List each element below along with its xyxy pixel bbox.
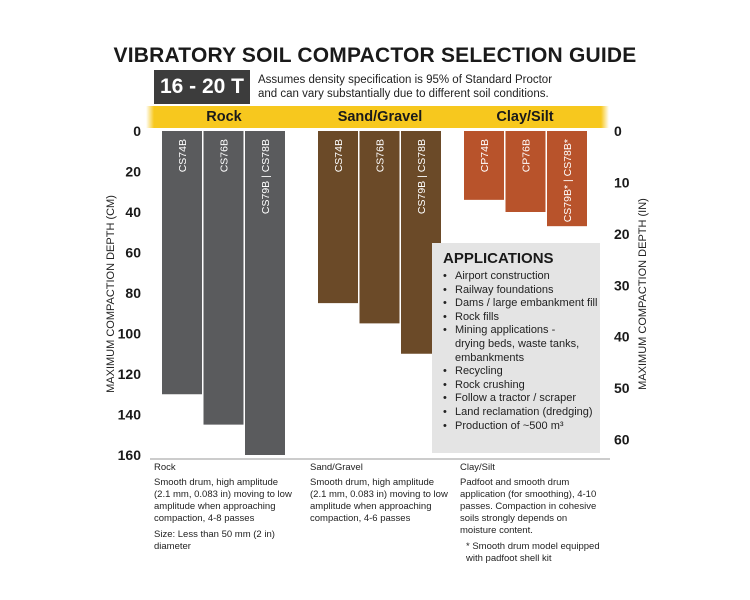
applications-list: Airport construction Railway foundations…: [443, 270, 597, 433]
application-item: Mining applications -: [443, 324, 597, 338]
left-tick-label: 100: [118, 326, 142, 342]
bar-rock-3: [245, 131, 285, 455]
rock-description-body: Smooth drum, high amplitude (2.1 mm, 0.0…: [154, 477, 292, 524]
application-item: Follow a tractor / scraper: [443, 392, 597, 406]
application-item: Land reclamation (dredging): [443, 406, 597, 420]
page-title: VIBRATORY SOIL COMPACTOR SELECTION GUIDE: [113, 44, 637, 67]
density-note-line-1: Assumes density specification is 95% of …: [258, 74, 553, 86]
right-tick-label: 30: [614, 277, 630, 293]
application-item: Production of ~500 m³: [443, 420, 597, 434]
bar-label: CS79B* | CS78B*: [562, 139, 574, 222]
applications-title: APPLICATIONS: [443, 250, 554, 267]
application-item: Railway foundations: [443, 284, 597, 298]
application-item: Rock fills: [443, 311, 597, 325]
bar-clay-silt-3: [547, 131, 587, 227]
clay-silt-description-body: Padfoot and smooth drum application (for…: [460, 477, 597, 536]
application-item-continued: drying beds, waste tanks,: [455, 337, 580, 350]
right-axis-title: MAXIMUM COMPACTION DEPTH (IN): [637, 198, 649, 390]
category-label-clay-silt: Clay/Silt: [496, 109, 554, 125]
bar-label: CS76B: [375, 139, 387, 172]
tonnage-badge: 16 - 20 T: [154, 70, 250, 104]
sand-gravel-description: Sand/Gravel Smooth drum, high amplitude …: [310, 462, 448, 529]
bar-clay-silt-1: [464, 131, 504, 200]
rock-description-size: Size: Less than 50 mm (2 in) diameter: [154, 529, 275, 552]
application-item-continued: embankments: [455, 351, 525, 364]
left-tick-label: 160: [118, 447, 142, 463]
rock-description: Rock Smooth drum, high amplitude (2.1 mm…: [154, 462, 294, 557]
left-tick-label: 80: [125, 285, 141, 301]
band-fade-left: [146, 106, 154, 128]
left-tick-label: 60: [125, 245, 141, 261]
bar-label: CP76B: [521, 139, 533, 172]
bar-label: CP74B: [479, 139, 491, 172]
right-tick-label: 50: [614, 380, 630, 396]
category-label-sand-gravel: Sand/Gravel: [337, 109, 423, 125]
application-item: Rock crushing: [443, 379, 597, 393]
bar-label: CS79B | CS78B: [416, 139, 428, 214]
sand-gravel-description-heading: Sand/Gravel: [310, 462, 363, 473]
left-axis-title: MAXIMUM COMPACTION DEPTH (CM): [105, 195, 117, 393]
bar-label: CS74B: [333, 139, 345, 172]
left-tick-label: 120: [118, 366, 142, 382]
bar-sand-gravel-1: [318, 131, 358, 304]
application-item: Airport construction: [443, 270, 597, 284]
right-tick-label: 0: [614, 123, 622, 139]
left-tick-label: 140: [118, 407, 142, 423]
bar-clay-silt-2: [505, 131, 546, 212]
left-tick-label: 40: [125, 204, 141, 220]
clay-silt-description: Clay/Silt Padfoot and smooth drum applic…: [460, 462, 606, 569]
sand-gravel-description-body: Smooth drum, high amplitude (2.1 mm, 0.0…: [310, 477, 448, 524]
bar-label: CS79B | CS78B: [260, 139, 272, 214]
right-tick-label: 10: [614, 174, 630, 190]
bar-sand-gravel-2: [359, 131, 400, 324]
clay-silt-description-footnote: * Smooth drum model equipped with padfoo…: [466, 541, 600, 564]
category-label-rock: Rock: [206, 109, 242, 125]
right-tick-label: 40: [614, 329, 630, 345]
application-item: Recycling: [443, 365, 597, 379]
bar-label: CS76B: [219, 139, 231, 172]
left-tick-label: 0: [133, 123, 141, 139]
rock-description-heading: Rock: [154, 462, 176, 473]
category-band: [154, 106, 601, 128]
clay-silt-description-heading: Clay/Silt: [460, 462, 495, 473]
application-item: Dams / large embankment fill: [443, 297, 597, 311]
density-note-line-2: and can vary substantially due to differ…: [258, 88, 549, 100]
bar-label: CS74B: [177, 139, 189, 172]
right-tick-label: 60: [614, 432, 630, 448]
right-tick-label: 20: [614, 226, 630, 242]
left-tick-label: 20: [125, 164, 141, 180]
bar-rock-2: [203, 131, 244, 425]
bar-rock-1: [162, 131, 202, 395]
